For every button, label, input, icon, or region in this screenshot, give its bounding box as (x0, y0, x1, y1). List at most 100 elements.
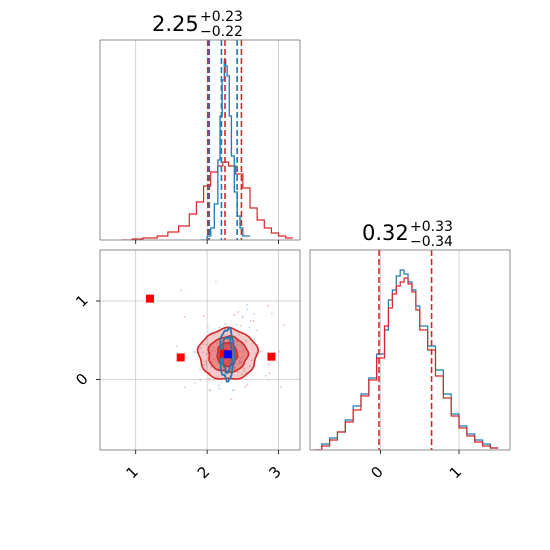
sample-point (240, 344, 243, 347)
sample-point (233, 389, 236, 391)
sample-point (242, 348, 245, 351)
sample-point (210, 365, 213, 368)
sample-point (250, 359, 253, 362)
sample-point (193, 381, 196, 384)
sample-point (223, 371, 226, 374)
sample-point (199, 379, 202, 382)
sample-point (271, 312, 273, 315)
title-right-minus: −0.34 (410, 234, 453, 250)
sample-point (239, 324, 242, 327)
sample-point (254, 353, 257, 355)
red-marker (146, 294, 154, 303)
sample-point (233, 314, 236, 316)
sample-point (183, 315, 186, 318)
red-histogram (313, 277, 499, 450)
sample-point (248, 365, 251, 368)
sample-point (237, 310, 240, 313)
sample-point (243, 370, 246, 372)
axes-frame (309, 249, 511, 451)
sample-point (175, 345, 178, 347)
red-marker (219, 349, 228, 358)
sample-point (259, 350, 262, 353)
sample-point (205, 365, 208, 368)
sample-point (216, 376, 219, 379)
y-tick-label: 0 (72, 370, 91, 389)
title-top-plus: +0.23 (200, 9, 243, 25)
sample-point (205, 343, 208, 346)
sample-point (248, 326, 251, 329)
title-top-value: 2.25 (152, 12, 199, 36)
sample-point (202, 351, 205, 354)
sample-point (316, 345, 318, 347)
sample-point (198, 368, 201, 371)
title-top-minus: −0.22 (200, 24, 243, 40)
sample-point (245, 339, 247, 342)
sample-point (244, 386, 246, 389)
sample-point (205, 353, 208, 356)
sample-point (241, 373, 244, 375)
sample-point (212, 346, 215, 349)
sample-point (267, 363, 270, 366)
y-tick-label: 1 (72, 291, 91, 310)
sample-point (193, 351, 196, 353)
sample-point (214, 280, 217, 283)
red-marker (267, 352, 276, 361)
x-tick-label: 2 (194, 463, 213, 482)
sample-point (255, 329, 258, 332)
sample-point (253, 313, 256, 315)
sample-point (266, 304, 269, 307)
sample-point (202, 343, 205, 346)
sample-point (246, 308, 249, 311)
x-tick-label: 1 (446, 463, 465, 482)
sample-point (252, 338, 255, 341)
sample-point (203, 314, 205, 317)
sample-point (235, 323, 238, 326)
sample-point (183, 386, 186, 389)
title-right: 0.32 +0.33 −0.34 (362, 219, 453, 250)
title-top: 2.25 +0.23 −0.22 (152, 9, 243, 40)
sample-point (241, 315, 244, 318)
sample-point (252, 320, 255, 322)
sample-point (217, 384, 220, 387)
sample-point (233, 366, 236, 369)
sample-point (241, 355, 243, 358)
sample-point (235, 344, 238, 347)
sample-point (230, 398, 232, 401)
sample-point (233, 368, 236, 370)
sample-point (220, 381, 223, 383)
sample-point (231, 389, 234, 392)
title-right-plus: +0.33 (410, 219, 453, 235)
sample-point (211, 349, 214, 352)
histogram-panel-top (99, 39, 301, 244)
sample-point (179, 289, 182, 292)
blue-histogram (313, 269, 499, 450)
sample-point (242, 350, 244, 353)
sample-point (212, 358, 215, 361)
sample-point (203, 364, 205, 366)
sample-point (237, 370, 239, 373)
axes-frame (99, 39, 301, 241)
sample-point (227, 340, 230, 343)
sample-point (278, 350, 281, 353)
red-marker (176, 353, 185, 362)
sample-point (200, 346, 202, 349)
x-tick-label: 0 (367, 463, 386, 482)
sample-point (218, 387, 221, 390)
sample-point (206, 325, 209, 328)
sample-point (249, 320, 252, 322)
contour-panel: 1 2 3 0 1 (72, 249, 318, 482)
sample-point (239, 357, 242, 360)
sample-point (218, 326, 221, 329)
sample-point (279, 386, 282, 389)
axes-frame (99, 249, 301, 451)
sample-point (238, 350, 241, 353)
sample-point (246, 304, 248, 306)
sample-point (204, 360, 207, 363)
sample-point (264, 374, 267, 377)
x-tick-label: 1 (122, 463, 141, 482)
sample-point (205, 363, 208, 365)
sample-point (224, 322, 227, 325)
sample-point (268, 372, 271, 375)
sample-point (213, 378, 215, 381)
